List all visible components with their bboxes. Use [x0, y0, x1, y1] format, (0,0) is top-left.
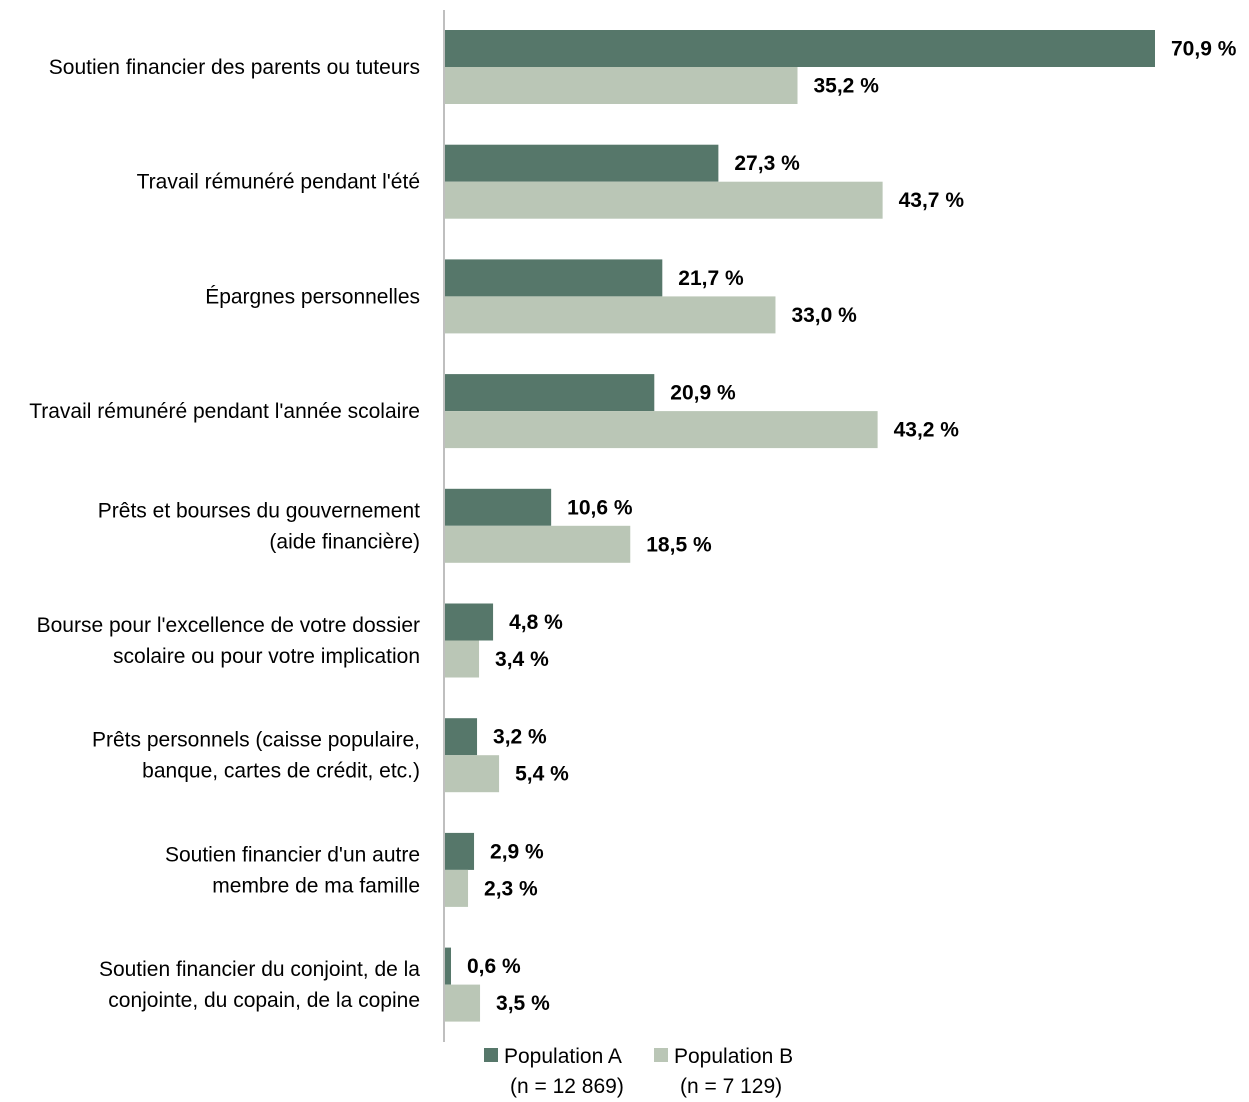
category-label-line: Prêts et bourses du gouvernement [98, 499, 420, 522]
legend: Population A (n = 12 869) Population B (n =… [484, 1045, 793, 1098]
data-label: 43,2 % [894, 419, 960, 442]
category-labels: Soutien financier des parents ou tuteurs… [29, 56, 420, 1012]
category-label: Prêts personnels (caisse populaire, banqu… [92, 729, 420, 783]
data-label: 10,6 % [567, 496, 633, 519]
category-label: Épargnes personnelles [205, 285, 420, 308]
category-label-line: Soutien financier des parents ou tuteurs [49, 56, 420, 79]
category-label: Soutien financier du conjoint, de la conj… [99, 958, 420, 1012]
category-label: Bourse pour l'excellence de votre dossie… [37, 614, 420, 668]
category-label: Prêts et bourses du gouvernement (aide fi… [98, 499, 420, 553]
category-label-line: Travail rémunéré pendant l'année scolair… [29, 400, 420, 423]
category-label-line: Épargnes personnelles [205, 285, 420, 308]
data-label: 43,7 % [899, 189, 965, 212]
data-label: 3,4 % [495, 648, 549, 671]
bar-population-b [445, 67, 798, 104]
category-label-line: Soutien financier du conjoint, de la [99, 958, 420, 981]
category-label-line: Travail rémunéré pendant l'été [137, 171, 420, 194]
bar-population-a [445, 259, 663, 297]
bar-population-b [445, 984, 481, 1022]
data-label: 27,3 % [734, 152, 800, 175]
data-label: 18,5 % [646, 533, 712, 556]
legend-entry: Population A (n = 12 869) [504, 1045, 624, 1098]
data-label: 2,9 % [490, 840, 544, 863]
data-label: 20,9 % [670, 382, 736, 405]
bar-population-a [445, 144, 719, 182]
bar-population-b [445, 525, 631, 563]
category-label: Travail rémunéré pendant l'année scolair… [29, 400, 420, 423]
category-label: Travail rémunéré pendant l'été [137, 171, 420, 194]
category-label: Soutien financier d'un autre membre de ma… [165, 843, 420, 897]
bar-population-b [445, 869, 469, 907]
category-label-line: Prêts personnels (caisse populaire, [92, 729, 420, 752]
category-label-line: membre de ma famille [212, 874, 420, 897]
legend-count: (n = 7 129) [680, 1075, 782, 1098]
data-label: 3,2 % [493, 726, 547, 749]
bar-population-a [445, 947, 452, 985]
data-label: 5,4 % [515, 763, 569, 786]
category-label-line: scolaire ou pour votre implication [113, 645, 420, 668]
data-label: 33,0 % [791, 304, 857, 327]
bar-population-b [445, 181, 883, 219]
data-label: 70,9 % [1171, 38, 1237, 61]
bar-population-a [445, 488, 552, 526]
data-label: 3,5 % [496, 992, 550, 1015]
bars-group: 70,9 % 35,2 % 27,3 % 43,7 % 21,7 % 33,0 % 20,9… [445, 30, 1237, 1022]
legend-name: Population B [674, 1045, 793, 1068]
legend-swatch [654, 1048, 668, 1062]
legend-name: Population A [504, 1045, 622, 1068]
data-label: 35,2 % [813, 75, 879, 98]
category-label-line: banque, cartes de crédit, etc.) [142, 760, 420, 783]
data-label: 4,8 % [509, 611, 563, 634]
bar-population-b [445, 411, 878, 449]
category-label-line: Bourse pour l'excellence de votre dossie… [37, 614, 420, 637]
bar-population-a [445, 30, 1155, 67]
bar-population-b [445, 640, 480, 678]
bar-population-a [445, 374, 655, 412]
bar-population-a [445, 832, 475, 870]
legend-swatch [484, 1048, 498, 1062]
legend-entry: Population B (n = 7 129) [674, 1045, 793, 1098]
legend-count: (n = 12 869) [510, 1075, 624, 1098]
bar-population-a [445, 603, 494, 641]
bar-population-b [445, 296, 776, 334]
category-label-line: (aide financière) [269, 530, 420, 553]
data-label: 2,3 % [484, 877, 538, 900]
bar-population-b [445, 755, 500, 793]
bar-population-a [445, 718, 478, 756]
category-label-line: conjointe, du copain, de la copine [108, 989, 420, 1012]
category-label-line: Soutien financier d'un autre [165, 843, 420, 866]
data-label: 21,7 % [678, 267, 744, 290]
data-label: 0,6 % [467, 955, 521, 978]
category-label: Soutien financier des parents ou tuteurs [49, 56, 420, 79]
